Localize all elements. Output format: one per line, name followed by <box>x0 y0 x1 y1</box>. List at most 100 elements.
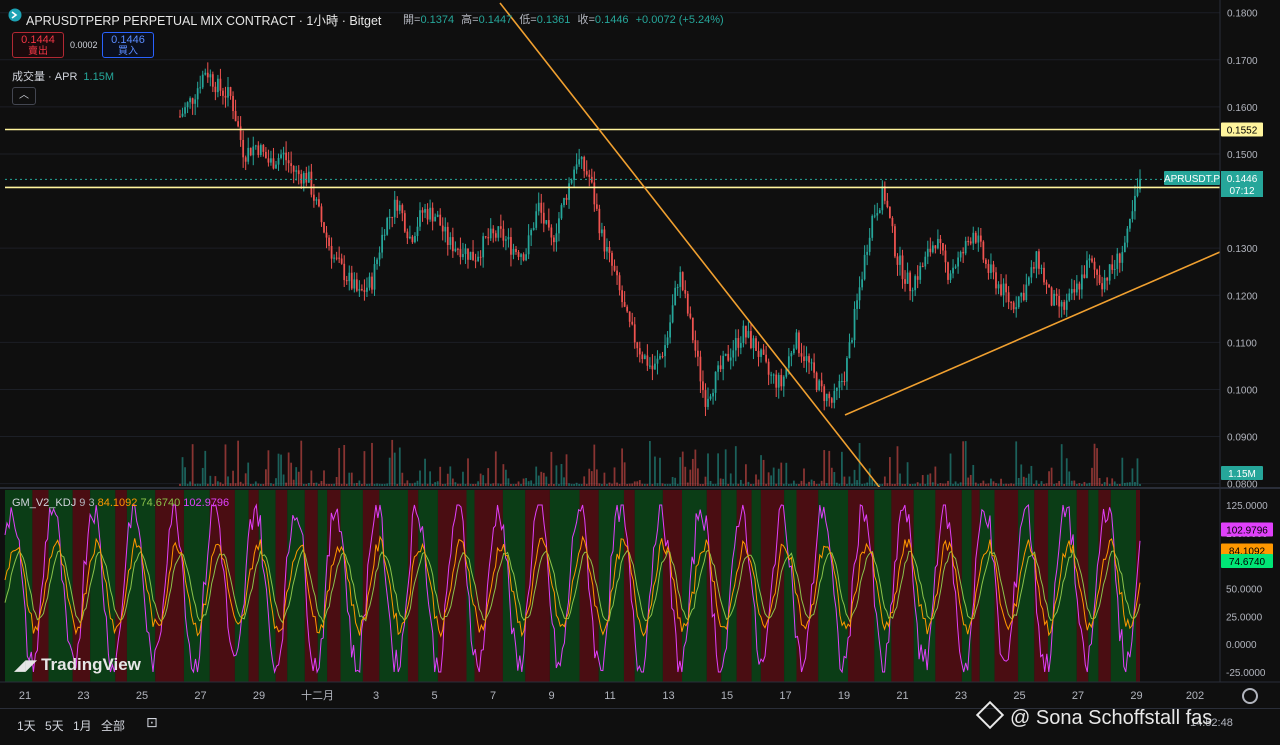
time-tick-label: 11 <box>604 690 615 702</box>
candle-body <box>813 362 815 373</box>
candle-body <box>820 380 823 387</box>
volume-bar <box>302 483 305 486</box>
volume-bar <box>595 469 598 486</box>
candle-body <box>1060 302 1063 307</box>
range-1d-button[interactable]: 1天 <box>17 719 36 733</box>
volume-bar <box>825 483 828 486</box>
symbol-badge: APRUSDT.P <box>1164 174 1220 185</box>
candle-body <box>547 220 550 228</box>
volume-bar <box>340 483 343 486</box>
collapse-legend-button[interactable]: ︿ <box>12 87 36 105</box>
range-1m-button[interactable]: 1月 <box>73 719 92 733</box>
candle-body <box>499 226 502 229</box>
candle-body <box>952 267 954 274</box>
volume-bar <box>583 476 586 486</box>
volume-bar <box>1091 467 1093 486</box>
volume-bar <box>828 450 831 486</box>
volume-bar <box>1129 482 1131 486</box>
date-range-icon[interactable]: ⊡ <box>146 714 158 730</box>
volume-bar <box>505 469 507 486</box>
volume-bar <box>985 483 987 486</box>
candle-body <box>287 160 290 164</box>
volume-bar <box>580 483 583 486</box>
clock[interactable]: 14:52:48 <box>1190 717 1233 729</box>
candle-body <box>211 74 214 87</box>
price-axis[interactable]: 0.1800 0.1700 0.1600 0.1500 0.1300 0.1200 0.11… <box>1227 9 1258 491</box>
volume-bar <box>237 440 239 486</box>
candle-body <box>1116 253 1119 269</box>
bitget-logo-icon <box>8 8 22 22</box>
volume-legend[interactable]: 成交量 · APR 1.15M <box>12 68 114 84</box>
volume-bar <box>649 441 651 486</box>
bottom-toolbar: 1天 5天 1月 全部 ⊡ 14:52:48 <box>0 708 1280 745</box>
candle-body <box>1027 277 1030 285</box>
candle-body <box>598 208 601 234</box>
volume-bar <box>462 471 464 486</box>
candle-body <box>292 166 295 172</box>
price-tick-label: 0.1600 <box>1227 103 1258 114</box>
candle-body <box>856 300 858 309</box>
time-axis[interactable]: 21 23 25 27 29 十二月 3 5 7 9 11 13 15 17 19 21 23 25 27 29 202 <box>19 688 1204 702</box>
candle-body <box>914 276 917 291</box>
volume-bar <box>606 483 608 486</box>
volume-bar <box>434 482 437 486</box>
volume-bar <box>666 483 669 486</box>
candle-body <box>904 279 906 284</box>
volume-bar <box>232 470 234 486</box>
gear-icon[interactable] <box>1242 688 1258 704</box>
volume-bar <box>1007 483 1010 486</box>
volume-bar <box>1103 482 1106 486</box>
kdj-legend[interactable]: GM_V2_KDJ 9 3 84.1092 74.6740 102.9796 <box>12 497 229 509</box>
volume-bar <box>861 483 863 486</box>
sell-button[interactable]: 0.1444 賣出 <box>12 32 64 58</box>
kdj-band <box>340 490 363 682</box>
symbol-title[interactable]: APRUSDTPERP PERPETUAL MIX CONTRACT · 1小時… <box>26 14 382 28</box>
volume-bar <box>654 456 656 486</box>
volume-bar <box>431 483 434 486</box>
candle-body <box>707 398 709 407</box>
candle-body <box>254 145 257 147</box>
buy-button[interactable]: 0.1446 買入 <box>102 32 154 58</box>
volume-bar <box>224 444 227 486</box>
volume-bar <box>1111 478 1114 486</box>
countdown-badge: 07:12 <box>1229 186 1254 197</box>
volume-bar <box>656 483 659 486</box>
candle-body <box>722 355 725 370</box>
candle-body <box>191 98 194 104</box>
volume-bar <box>265 469 267 486</box>
candle-body <box>881 186 884 211</box>
candle-body <box>555 233 558 243</box>
tradingview-logo[interactable]: ◢◤ TradingView <box>14 655 141 675</box>
volume-bar <box>1020 464 1023 486</box>
range-5d-button[interactable]: 5天 <box>45 719 64 733</box>
volume-bar <box>282 474 285 486</box>
volume-bar <box>201 467 204 486</box>
volume-bar <box>313 482 315 486</box>
volume-bar <box>350 472 353 486</box>
volume-bar <box>1131 468 1134 486</box>
candle-body <box>803 356 805 361</box>
kdj-j-badge: 102.9796 <box>1226 526 1268 537</box>
volume-bar <box>661 483 664 486</box>
candle-body <box>325 232 328 238</box>
candle-body <box>911 290 914 292</box>
volume-bar <box>805 483 808 486</box>
volume-bar <box>363 451 366 486</box>
time-tick-label: 29 <box>253 690 265 702</box>
drawings[interactable] <box>5 2 1221 489</box>
volume-bar <box>823 450 826 486</box>
candle-body <box>553 237 555 243</box>
volume-bar <box>320 480 323 486</box>
volume-bar <box>1017 477 1020 486</box>
volume-bar <box>1086 483 1088 486</box>
high-value: 0.1447 <box>478 14 513 26</box>
range-all-button[interactable]: 全部 <box>101 719 126 733</box>
volume-bar <box>406 480 409 486</box>
volume-bar <box>545 476 548 486</box>
candle-body <box>1073 289 1076 293</box>
time-tick-label: 202 <box>1186 690 1204 702</box>
volume-bar <box>727 484 730 486</box>
price-pane[interactable] <box>0 0 1220 488</box>
volume-bar <box>325 483 328 486</box>
